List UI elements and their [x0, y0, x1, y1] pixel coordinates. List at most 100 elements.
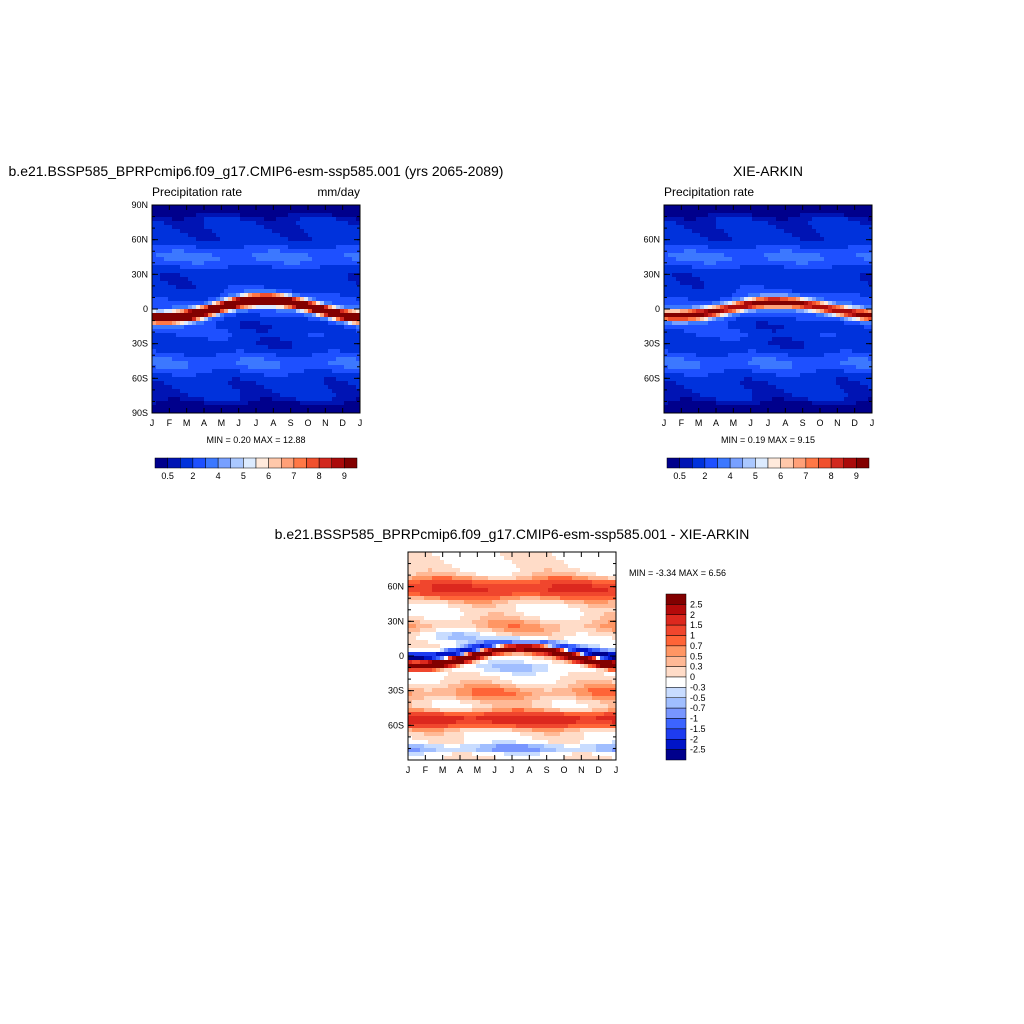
field-cell [332, 377, 337, 382]
field-cell [264, 393, 269, 398]
field-cell [792, 209, 797, 214]
field-cell [188, 265, 193, 270]
field-cell [224, 357, 229, 362]
field-cell [712, 325, 717, 330]
field-cell [268, 305, 273, 310]
field-cell [168, 209, 173, 214]
field-cell [200, 389, 205, 394]
field-cell [740, 333, 745, 338]
field-cell [280, 325, 285, 330]
field-cell [728, 229, 733, 234]
field-cell [800, 265, 805, 270]
field-cell [236, 305, 241, 310]
field-cell [176, 241, 181, 246]
field-cell [216, 369, 221, 374]
field-cell [740, 281, 745, 286]
field-cell [668, 293, 673, 298]
field-cell [328, 381, 333, 386]
field-cell [756, 253, 761, 258]
field-cell [840, 281, 845, 286]
field-cell [288, 229, 293, 234]
field-cell [188, 361, 193, 366]
field-cell [676, 225, 681, 230]
field-cell [844, 217, 849, 222]
field-cell [244, 249, 249, 254]
field-cell [200, 365, 205, 370]
field-cell [316, 245, 321, 250]
field-cell [320, 289, 325, 294]
field-cell [348, 285, 353, 290]
field-cell [340, 241, 345, 246]
field-cell [760, 269, 765, 274]
field-cell [828, 233, 833, 238]
field-cell [208, 317, 213, 322]
field-cell [292, 257, 297, 262]
field-cell [296, 261, 301, 266]
field-cell [252, 409, 257, 413]
field-cell [848, 253, 853, 258]
field-cell [796, 341, 801, 346]
field-cell [672, 317, 677, 322]
field-cell [228, 333, 233, 338]
field-cell [868, 281, 872, 286]
field-cell [776, 249, 781, 254]
field-cell [308, 305, 313, 310]
field-cell [752, 277, 757, 282]
field-cell [340, 213, 345, 218]
field-cell [176, 357, 181, 362]
field-cell [228, 253, 233, 258]
field-cell [688, 317, 693, 322]
field-cell [840, 221, 845, 226]
field-cell [280, 281, 285, 286]
field-cell [680, 213, 685, 218]
field-cell [812, 337, 817, 342]
field-cell [196, 229, 201, 234]
field-cell [192, 241, 197, 246]
field-cell [752, 269, 757, 274]
field-cell [284, 389, 289, 394]
field-cell [820, 281, 825, 286]
field-cell [300, 297, 305, 302]
field-cell [180, 389, 185, 394]
field-cell [700, 325, 705, 330]
field-cell [332, 381, 337, 386]
field-cell [324, 277, 329, 282]
field-cell [192, 341, 197, 346]
field-cell [664, 285, 669, 290]
field-cell [828, 225, 833, 230]
field-cell [172, 229, 177, 234]
field-cell [356, 301, 360, 306]
field-cell [712, 221, 717, 226]
field-cell [356, 209, 360, 214]
field-cell [788, 253, 793, 258]
field-cell [860, 273, 865, 278]
field-cell [700, 365, 705, 370]
field-cell [260, 285, 265, 290]
field-cell [232, 281, 237, 286]
field-cell [184, 365, 189, 370]
field-cell [316, 377, 321, 382]
field-cell [204, 409, 209, 413]
field-cell [804, 233, 809, 238]
field-cell [864, 345, 869, 350]
field-cell [336, 237, 341, 242]
field-cell [256, 289, 261, 294]
field-cell [244, 257, 249, 262]
field-cell [352, 217, 357, 222]
colorbar-box [268, 457, 282, 469]
field-cell [272, 333, 277, 338]
field-cell [284, 221, 289, 226]
field-cell [700, 333, 705, 338]
field-cell [680, 225, 685, 230]
field-cell [760, 285, 765, 290]
field-cell [744, 205, 749, 210]
field-cell [308, 401, 313, 406]
field-cell [748, 369, 753, 374]
field-cell [176, 313, 181, 318]
field-cell [788, 225, 793, 230]
field-cell [700, 209, 705, 214]
field-cell [264, 273, 269, 278]
field-cell [304, 233, 309, 238]
field-cell [228, 385, 233, 390]
field-cell [836, 365, 841, 370]
